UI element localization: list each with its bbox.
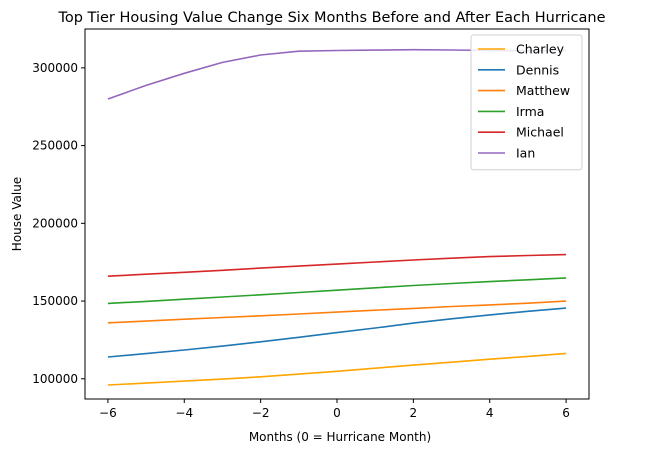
series-line-michael xyxy=(107,253,567,277)
y-tick-label: 150000 xyxy=(32,294,78,308)
chart-title: Top Tier Housing Value Change Six Months… xyxy=(57,10,605,26)
legend-label-charley: Charley xyxy=(516,42,565,57)
y-tick-label: 300000 xyxy=(32,61,78,75)
legend-label-ian: Ian xyxy=(516,146,535,161)
x-axis-label: Months (0 = Hurricane Month) xyxy=(249,430,431,444)
x-tick-label: −6 xyxy=(99,406,117,420)
x-tick-label: 4 xyxy=(486,406,494,420)
y-axis: 100000 150000 200000 250000 300000 xyxy=(32,61,85,386)
x-axis: −6 −4 −2 0 2 4 6 xyxy=(99,399,570,420)
legend-label-matthew: Matthew xyxy=(516,83,570,98)
series-line-matthew xyxy=(107,300,567,324)
x-tick-label: −2 xyxy=(252,406,270,420)
series-line-dennis xyxy=(107,307,567,358)
legend-label-irma: Irma xyxy=(516,104,544,119)
series-line-charley xyxy=(107,352,567,386)
y-tick-label: 100000 xyxy=(32,372,78,386)
legend-label-dennis: Dennis xyxy=(516,62,559,77)
legend-label-michael: Michael xyxy=(516,125,564,140)
y-axis-label: House Value xyxy=(10,177,24,251)
x-tick-label: 6 xyxy=(562,406,570,420)
series-line-irma xyxy=(107,277,567,305)
x-tick-label: −4 xyxy=(175,406,193,420)
x-tick-label: 0 xyxy=(333,406,341,420)
legend: Charley Dennis Matthew Irma Michael Ian xyxy=(470,34,583,171)
legend-box xyxy=(470,34,583,171)
x-tick-label: 2 xyxy=(410,406,418,420)
series-lines xyxy=(107,48,567,386)
y-tick-label: 200000 xyxy=(32,216,78,230)
y-tick-label: 250000 xyxy=(32,139,78,153)
